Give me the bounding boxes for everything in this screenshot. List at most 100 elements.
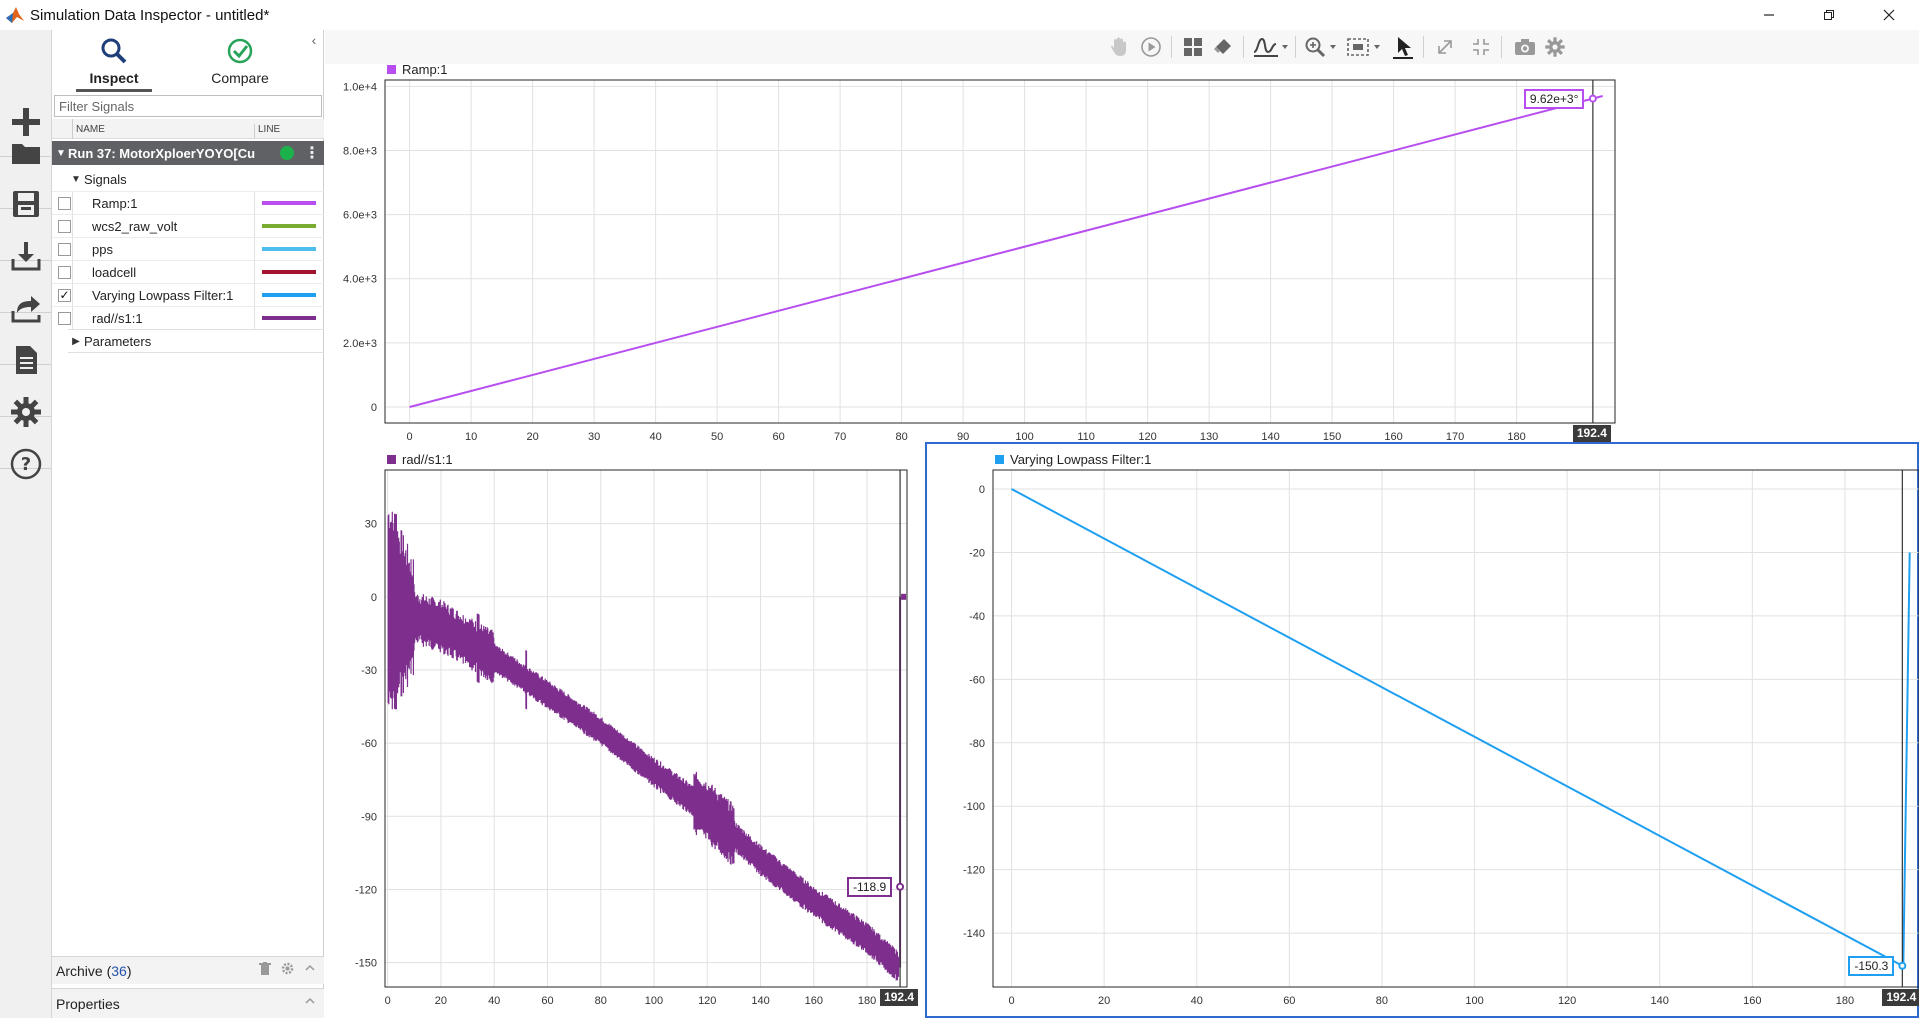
y-tick-label: -20	[969, 547, 985, 559]
pan-button[interactable]	[1105, 34, 1133, 60]
tab-compare-label: Compare	[211, 70, 269, 86]
fit-to-view-button[interactable]	[1345, 34, 1385, 60]
signal-row[interactable]: loadcell	[52, 260, 324, 284]
chevron-left-icon: ‹	[311, 32, 317, 48]
plot-canvas: 0 10 20 30 40 50 60 70 80 90 100 110 120 130 140 150 160…	[343, 79, 1616, 443]
zoom-button[interactable]	[1303, 34, 1341, 60]
line-style-swatch[interactable]	[262, 293, 316, 297]
chevron-up-icon[interactable]	[304, 962, 316, 974]
signal-checkbox[interactable]	[58, 312, 71, 325]
y-tick-label: -140	[963, 928, 985, 940]
signal-row[interactable]: Ramp:1	[52, 191, 324, 215]
cursor-x-label[interactable]: 192.4	[1572, 425, 1611, 442]
signal-row[interactable]: ✓ Varying Lowpass Filter:1	[52, 283, 324, 307]
collapse-triangle-icon[interactable]: ▼	[56, 147, 66, 159]
x-tick-label: 140	[1261, 431, 1279, 443]
line-style-swatch[interactable]	[262, 247, 316, 251]
plot-legend[interactable]: Ramp:1	[387, 62, 448, 77]
signal-row[interactable]: pps	[52, 237, 324, 261]
column-header: NAME LINE	[52, 119, 324, 139]
cursor-x-label[interactable]: 192.4	[880, 989, 919, 1006]
signal-style-button[interactable]	[1251, 34, 1291, 60]
signal-name: Ramp:1	[92, 196, 138, 211]
y-tick-label: 8.0e+3	[343, 146, 377, 158]
expand-icon	[1438, 40, 1452, 54]
plot-legend[interactable]: Varying Lowpass Filter:1	[995, 452, 1151, 467]
y-tick-label: -150	[355, 958, 377, 970]
tab-compare[interactable]: Compare	[190, 30, 290, 92]
run-menu-icon[interactable]: ⋮	[304, 145, 320, 162]
signal-checkbox[interactable]: ✓	[58, 288, 71, 302]
x-tick-label: 120	[1558, 995, 1576, 1007]
report-button[interactable]	[6, 340, 46, 380]
snapshot-button[interactable]	[1511, 34, 1539, 60]
signal-row[interactable]: rad//s1:1	[52, 306, 324, 330]
tab-inspect[interactable]: Inspect	[64, 30, 164, 92]
settings-icon[interactable]	[281, 962, 294, 975]
x-tick-label: 180	[1507, 431, 1525, 443]
parameters-group[interactable]: ▶ Parameters	[68, 329, 324, 353]
series-group	[387, 511, 907, 981]
shrink-icon	[1473, 39, 1489, 55]
cursor-x-label[interactable]: 192.4	[1882, 989, 1919, 1006]
x-tick-label: 120	[698, 995, 716, 1007]
preferences-button[interactable]	[6, 392, 46, 432]
collapse-panel-button[interactable]: ‹	[306, 32, 322, 50]
signal-checkbox[interactable]	[58, 220, 71, 233]
plot-varying-lowpass-filter[interactable]: Varying Lowpass Filter:1 0 20 40 60 80 100 120 1…	[925, 446, 1919, 1018]
signal-row[interactable]: wcs2_raw_volt	[52, 214, 324, 238]
x-tick-label: 130	[1200, 431, 1218, 443]
minimize-button[interactable]	[1739, 0, 1799, 30]
line-style-swatch[interactable]	[262, 270, 316, 274]
plot-ramp[interactable]: Ramp:1 0 10 20 30 40 50 60 70 80 90 100 110 120 130 140…	[325, 62, 1919, 446]
trash-icon[interactable]	[259, 962, 271, 976]
clear-plot-button[interactable]	[1209, 34, 1237, 60]
new-button[interactable]	[6, 102, 46, 142]
camera-icon	[1515, 39, 1535, 55]
signals-group[interactable]: ▼ Signals	[68, 168, 324, 190]
properties-section[interactable]: Properties	[52, 988, 324, 1018]
column-name-header[interactable]: NAME	[76, 124, 105, 135]
expand-button[interactable]	[1431, 34, 1459, 60]
signal-name: pps	[92, 242, 113, 257]
column-line-header[interactable]: LINE	[254, 124, 280, 138]
y-tick-label: 6.0e+3	[343, 210, 377, 222]
line-style-swatch[interactable]	[262, 316, 316, 320]
y-tick-label: -120	[963, 865, 985, 877]
line-style-swatch[interactable]	[262, 201, 316, 205]
y-tick-label: -100	[963, 801, 985, 813]
restore-button[interactable]	[1799, 0, 1859, 30]
help-icon: ?	[10, 448, 42, 480]
signal-checkbox[interactable]	[58, 197, 71, 210]
save-button[interactable]	[6, 184, 46, 224]
datatip-value[interactable]: -150.3	[1848, 955, 1895, 976]
shrink-button[interactable]	[1467, 34, 1495, 60]
plot-rad-s[interactable]: rad//s1:1 0 20 40 60 80 100 120 140 160 180 30 0 -30 -…	[325, 446, 920, 1018]
replay-button[interactable]	[1137, 34, 1165, 60]
close-button[interactable]	[1859, 0, 1919, 30]
filter-signals-input[interactable]	[54, 95, 322, 117]
export-button[interactable]	[6, 288, 46, 328]
chevron-up-icon[interactable]	[304, 995, 316, 1007]
cursor-button[interactable]	[1389, 34, 1417, 60]
line-style-swatch[interactable]	[262, 224, 316, 228]
datatip-value[interactable]: 9.62e+3°	[1523, 88, 1585, 109]
plot-settings-button[interactable]	[1541, 34, 1569, 60]
import-button[interactable]	[6, 236, 46, 276]
layout-button[interactable]	[1179, 34, 1207, 60]
help-button[interactable]: ?	[6, 444, 46, 484]
plot-toolbar	[325, 30, 1919, 64]
plot-legend[interactable]: rad//s1:1	[387, 452, 453, 467]
signal-checkbox[interactable]	[58, 266, 71, 279]
x-tick-label: 80	[895, 431, 907, 443]
signal-checkbox[interactable]	[58, 243, 71, 256]
signal-name: rad//s1:1	[92, 311, 143, 326]
run-row[interactable]: ▼ Run 37: MotorXploerYOYO[Cu ⋮	[52, 141, 324, 165]
selected-plot-frame	[925, 442, 1919, 1018]
archive-section[interactable]: Archive (36)	[52, 956, 324, 984]
datatip-value[interactable]: -118.9	[847, 876, 893, 897]
x-tick-label: 100	[1465, 995, 1483, 1007]
x-tick-label: 170	[1446, 431, 1464, 443]
open-button[interactable]	[6, 132, 46, 172]
matlab-logo-icon	[6, 7, 24, 23]
